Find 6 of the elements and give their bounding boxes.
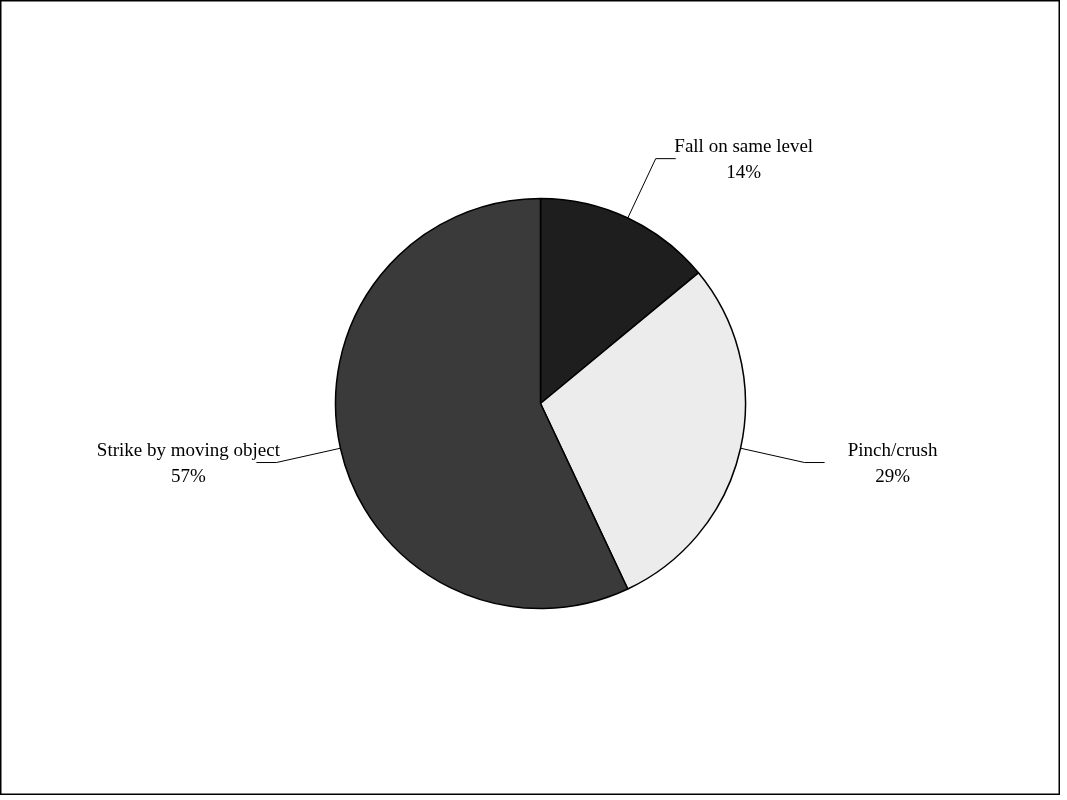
slice-label: Strike by moving object xyxy=(96,439,281,461)
slice-label: Fall on same level xyxy=(674,135,814,157)
data-label: 29% xyxy=(875,465,911,487)
legend-label: Pinch/crush xyxy=(847,439,938,461)
data-label: 14% xyxy=(726,161,762,183)
data-label: 57% xyxy=(171,465,206,487)
